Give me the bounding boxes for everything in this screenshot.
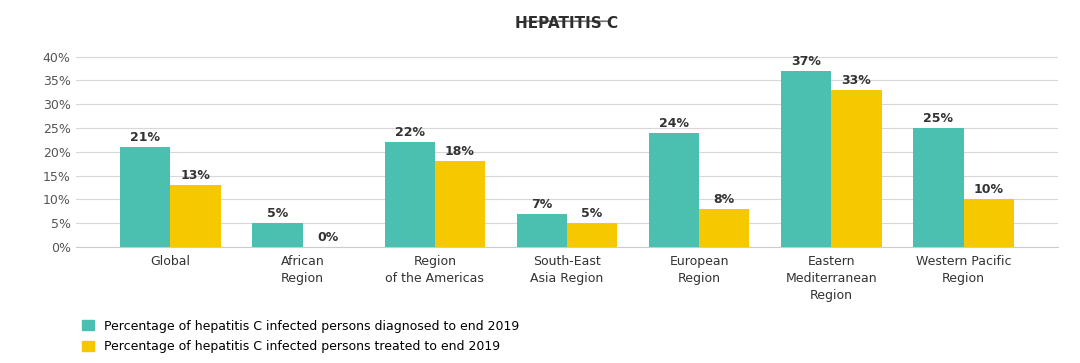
Bar [649, 133, 699, 247]
Text: 33%: 33% [841, 74, 872, 87]
Bar [963, 199, 1014, 247]
Bar [120, 147, 171, 247]
Bar [516, 213, 567, 247]
Bar [832, 90, 881, 247]
Text: 5%: 5% [581, 207, 603, 220]
Text: 0%: 0% [318, 231, 338, 244]
Text: 24%: 24% [659, 117, 689, 130]
Text: 25%: 25% [923, 112, 954, 125]
Bar [253, 223, 302, 247]
Bar [171, 185, 220, 247]
Text: 5%: 5% [267, 207, 288, 220]
Text: 21%: 21% [131, 131, 161, 144]
Bar [567, 223, 618, 247]
Text: 7%: 7% [531, 198, 553, 211]
Text: 8%: 8% [714, 193, 734, 206]
Text: 37%: 37% [792, 55, 821, 68]
Bar [384, 142, 435, 247]
Legend: Percentage of hepatitis C infected persons diagnosed to end 2019, Percentage of : Percentage of hepatitis C infected perso… [82, 319, 519, 353]
Text: 18%: 18% [445, 146, 475, 158]
Text: 13%: 13% [180, 169, 211, 182]
Bar [914, 128, 963, 247]
Text: 10%: 10% [973, 183, 1003, 196]
Bar [435, 161, 485, 247]
Bar [781, 71, 832, 247]
Bar [699, 209, 750, 247]
Text: 22%: 22% [394, 126, 424, 139]
Title: HEPATITIS C: HEPATITIS C [515, 16, 619, 31]
